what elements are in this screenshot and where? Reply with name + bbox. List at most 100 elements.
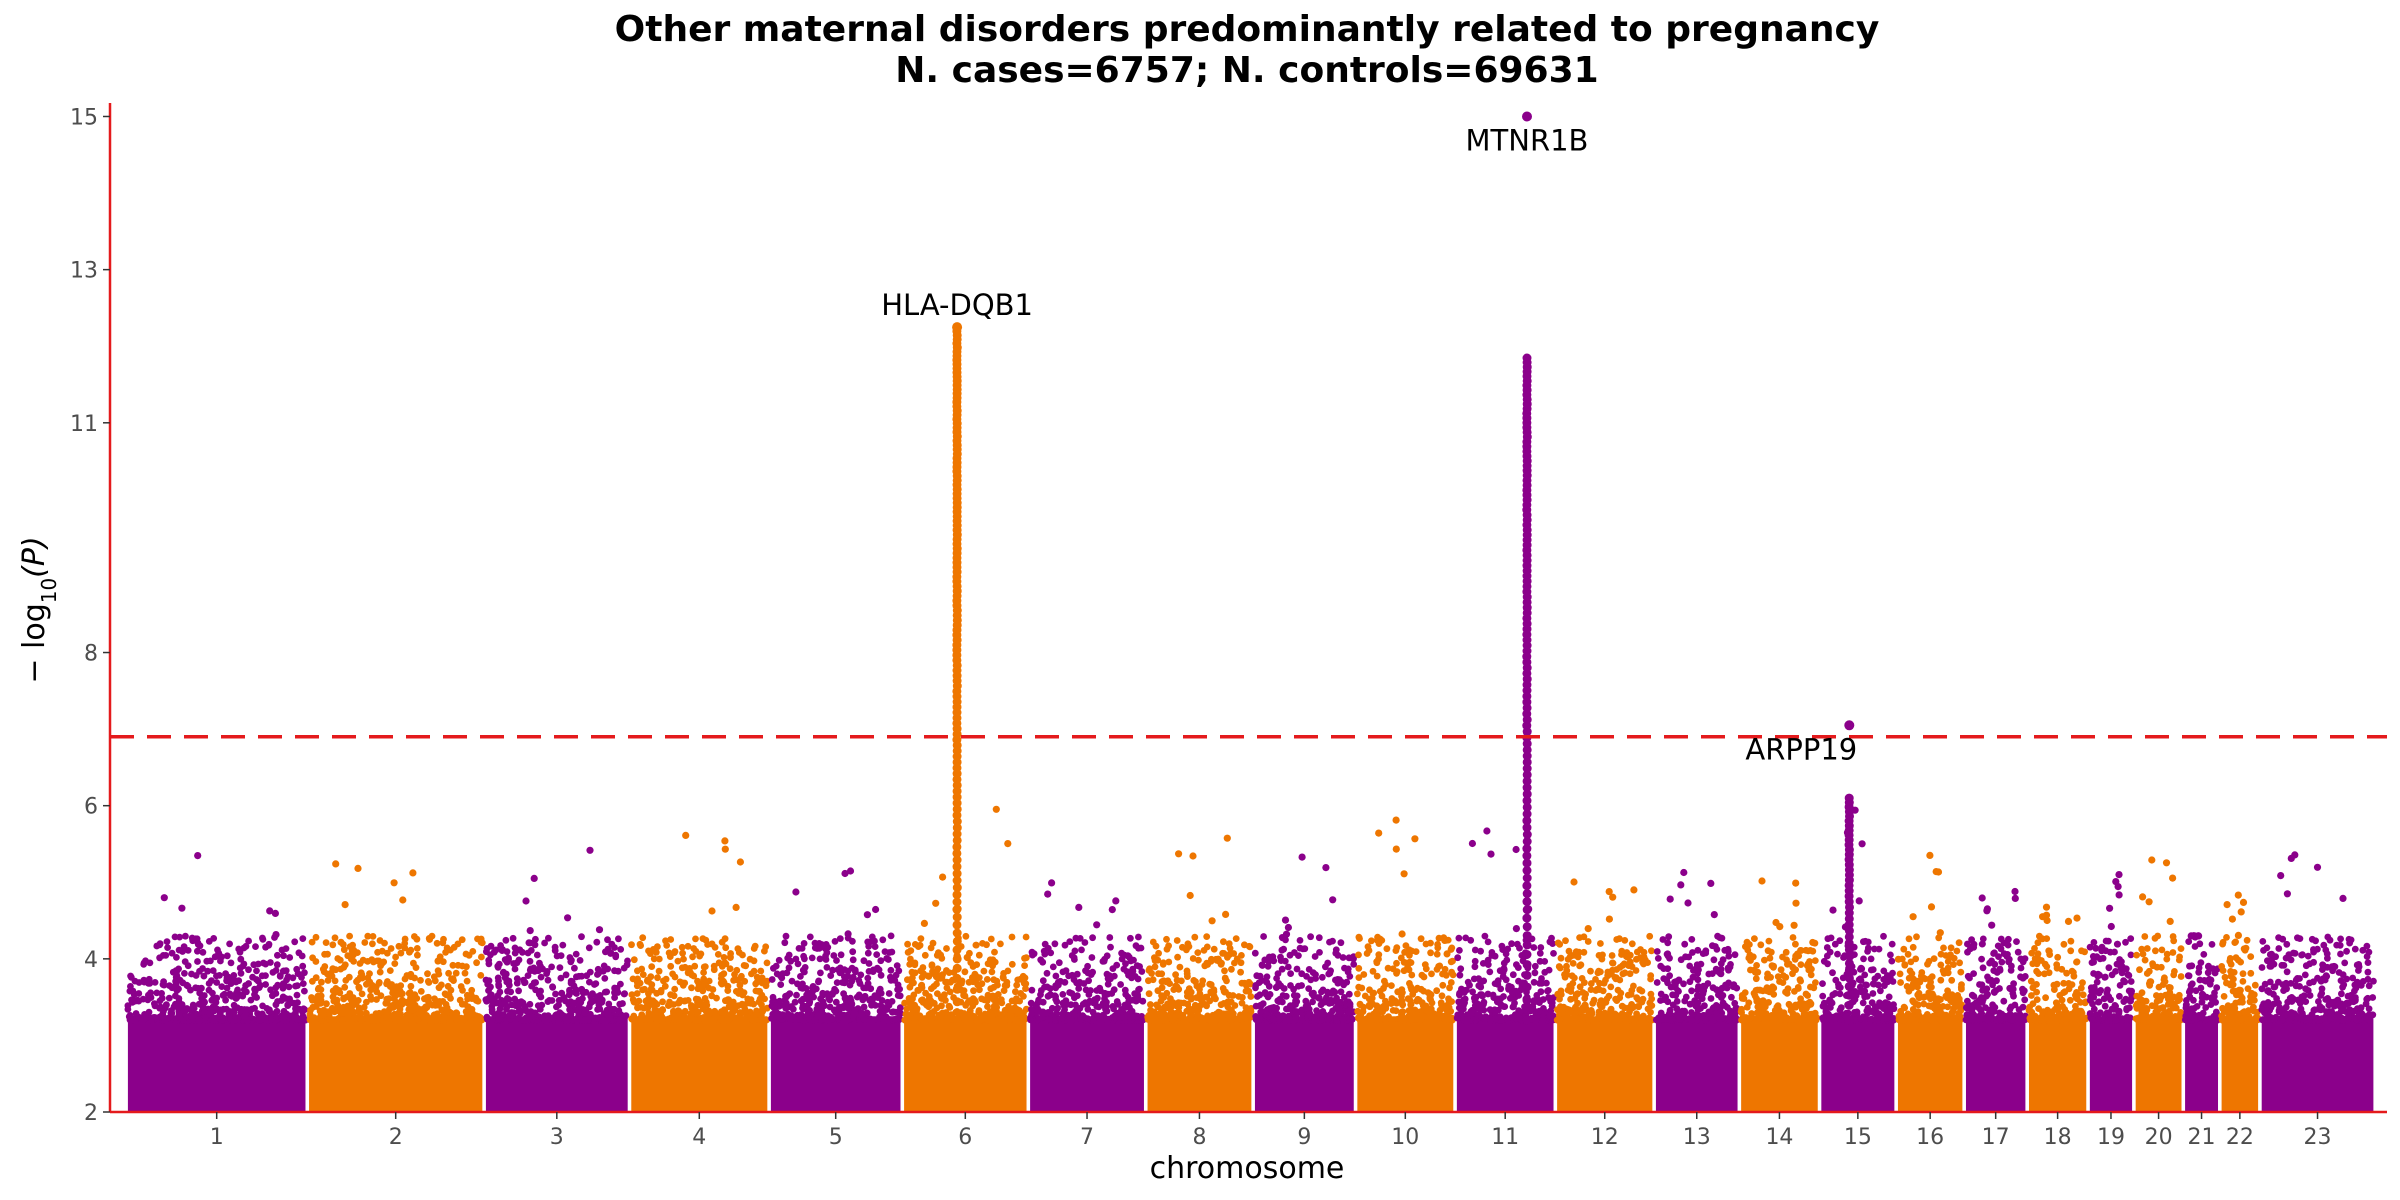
snp-point xyxy=(544,976,552,984)
chromosome-2-band xyxy=(309,1016,483,1112)
snp-point xyxy=(354,976,362,984)
snp-point xyxy=(611,967,618,975)
snp-point xyxy=(863,911,872,919)
snp-point xyxy=(702,980,710,987)
snp-point xyxy=(204,967,212,975)
snp-point xyxy=(1136,985,1143,993)
snp-point xyxy=(181,970,188,977)
snp-point xyxy=(176,1013,183,1021)
snp-point xyxy=(1103,998,1110,1006)
snp-point xyxy=(1538,975,1545,982)
snp-point xyxy=(774,1000,781,1007)
snp-point xyxy=(727,954,734,961)
snp-point xyxy=(1145,990,1153,998)
chromosome-8-band xyxy=(1147,1016,1252,1112)
snp-point xyxy=(1471,963,1479,971)
snp-point xyxy=(1646,932,1654,940)
snp-point xyxy=(865,960,873,967)
snp-point xyxy=(826,996,834,1004)
snp-point xyxy=(1392,816,1400,824)
snp-point xyxy=(468,986,476,994)
snp-point xyxy=(1438,992,1446,1000)
snp-point xyxy=(1007,1007,1014,1015)
snp-point xyxy=(844,972,852,980)
snp-point xyxy=(366,970,373,977)
snp-point xyxy=(1644,1005,1652,1013)
snp-point xyxy=(409,1007,416,1014)
snp-point xyxy=(349,1002,357,1010)
snp-point xyxy=(671,949,678,956)
snp-point xyxy=(1427,949,1434,957)
snp-point xyxy=(1797,961,1805,968)
snp-point xyxy=(1047,991,1054,999)
snp-point xyxy=(273,1007,281,1015)
snp-point xyxy=(511,965,519,973)
snp-point xyxy=(299,962,307,970)
snp-point xyxy=(477,972,485,979)
snp-point xyxy=(1454,954,1462,962)
snp-point xyxy=(1731,951,1739,959)
snp-point xyxy=(534,1002,542,1009)
snp-point xyxy=(1039,977,1047,985)
snp-point xyxy=(994,981,1001,989)
snp-point xyxy=(973,961,981,968)
snp-point xyxy=(1298,853,1306,861)
snp-point xyxy=(987,935,995,943)
snp-point xyxy=(1309,998,1316,1006)
chromosome-3-band xyxy=(485,1016,628,1112)
snp-point xyxy=(381,939,388,947)
snp-point xyxy=(358,990,366,998)
snp-point xyxy=(1608,952,1616,959)
snp-point xyxy=(1256,972,1264,980)
snp-point xyxy=(1226,945,1234,952)
snp-point xyxy=(161,1016,169,1024)
snp-point xyxy=(970,987,977,995)
snp-point xyxy=(1329,896,1337,904)
snp-point xyxy=(1667,1016,1674,1024)
snp-point xyxy=(397,949,405,957)
snp-point xyxy=(929,939,937,947)
snp-point xyxy=(1486,968,1494,976)
snp-point xyxy=(228,993,236,1000)
snp-point xyxy=(1075,903,1083,912)
snp-point xyxy=(1697,960,1705,968)
snp-point xyxy=(1145,977,1152,985)
snp-point xyxy=(331,934,339,942)
snp-point xyxy=(920,1016,927,1024)
snp-point xyxy=(375,979,383,986)
snp-point xyxy=(147,994,155,1001)
snp-point xyxy=(612,953,620,961)
snp-point xyxy=(1700,982,1707,990)
snp-point xyxy=(1713,986,1720,994)
snp-point xyxy=(450,943,458,951)
snp-point xyxy=(1435,934,1443,942)
snp-point xyxy=(271,909,279,918)
snp-point xyxy=(589,990,596,997)
snp-point xyxy=(245,937,253,945)
snp-point xyxy=(946,1004,954,1011)
snp-point xyxy=(1122,1003,1130,1011)
snp-point xyxy=(864,949,872,957)
snp-point xyxy=(736,1015,744,1023)
snp-point xyxy=(1442,937,1450,944)
snp-point xyxy=(1213,956,1221,964)
snp-point xyxy=(280,967,288,975)
snp-point xyxy=(435,984,443,991)
snp-point xyxy=(517,998,525,1006)
snp-point xyxy=(1597,940,1604,947)
snp-point xyxy=(395,1009,402,1017)
snp-point xyxy=(822,956,830,963)
snp-point xyxy=(1159,960,1167,968)
snp-point xyxy=(346,990,354,997)
snp-point xyxy=(1210,988,1218,996)
snp-point xyxy=(1578,975,1586,982)
snp-point xyxy=(896,985,903,993)
snp-point xyxy=(1180,1015,1187,1022)
snp-point xyxy=(967,1011,975,1019)
snp-point xyxy=(205,938,213,945)
snp-point xyxy=(1006,1016,1013,1024)
snp-point xyxy=(1481,932,1489,940)
snp-point xyxy=(1491,952,1499,960)
snp-point xyxy=(1598,955,1606,963)
snp-point xyxy=(1281,916,1290,924)
